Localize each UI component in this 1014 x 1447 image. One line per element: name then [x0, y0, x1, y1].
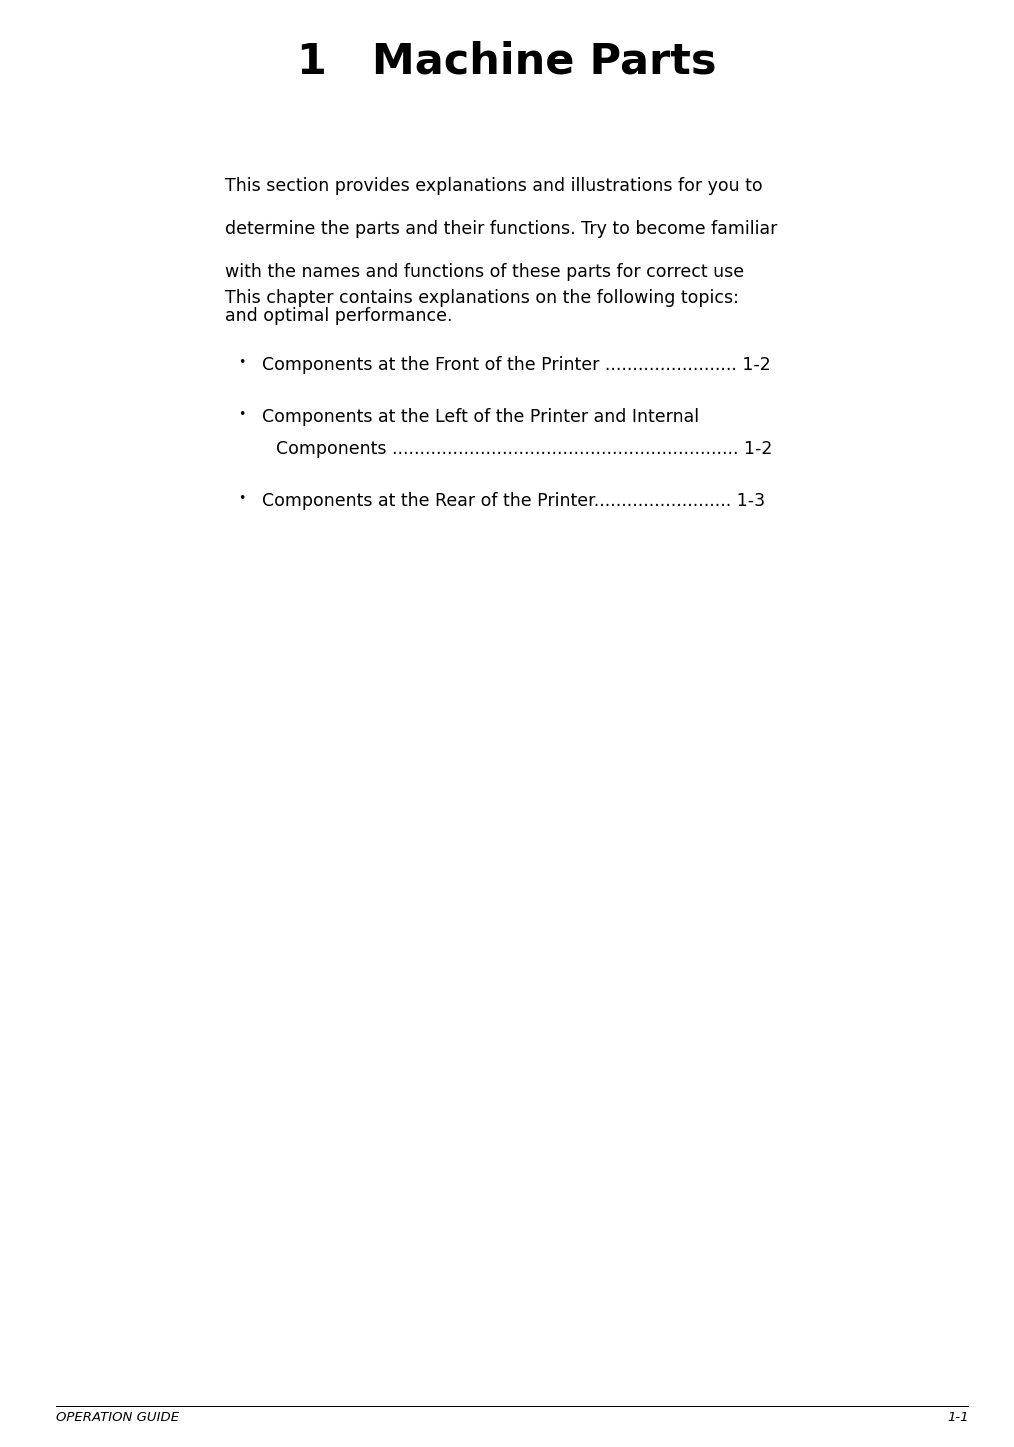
Text: •: • — [238, 356, 245, 369]
Text: 1-1: 1-1 — [947, 1411, 968, 1424]
Text: This section provides explanations and illustrations for you to: This section provides explanations and i… — [225, 177, 763, 194]
Text: and optimal performance.: and optimal performance. — [225, 307, 452, 324]
Text: determine the parts and their functions. Try to become familiar: determine the parts and their functions.… — [225, 220, 778, 237]
Text: Components at the Front of the Printer ........................ 1-2: Components at the Front of the Printer .… — [262, 356, 771, 373]
Text: Components at the Rear of the Printer......................... 1-3: Components at the Rear of the Printer...… — [262, 492, 765, 509]
Text: with the names and functions of these parts for correct use: with the names and functions of these pa… — [225, 263, 744, 281]
Text: •: • — [238, 492, 245, 505]
Text: Components at the Left of the Printer and Internal: Components at the Left of the Printer an… — [262, 408, 699, 425]
Text: OPERATION GUIDE: OPERATION GUIDE — [56, 1411, 178, 1424]
Text: 1   Machine Parts: 1 Machine Parts — [297, 41, 717, 82]
Text: This chapter contains explanations on the following topics:: This chapter contains explanations on th… — [225, 289, 739, 307]
Text: Components ............................................................... 1-2: Components .............................… — [276, 440, 773, 457]
Text: •: • — [238, 408, 245, 421]
